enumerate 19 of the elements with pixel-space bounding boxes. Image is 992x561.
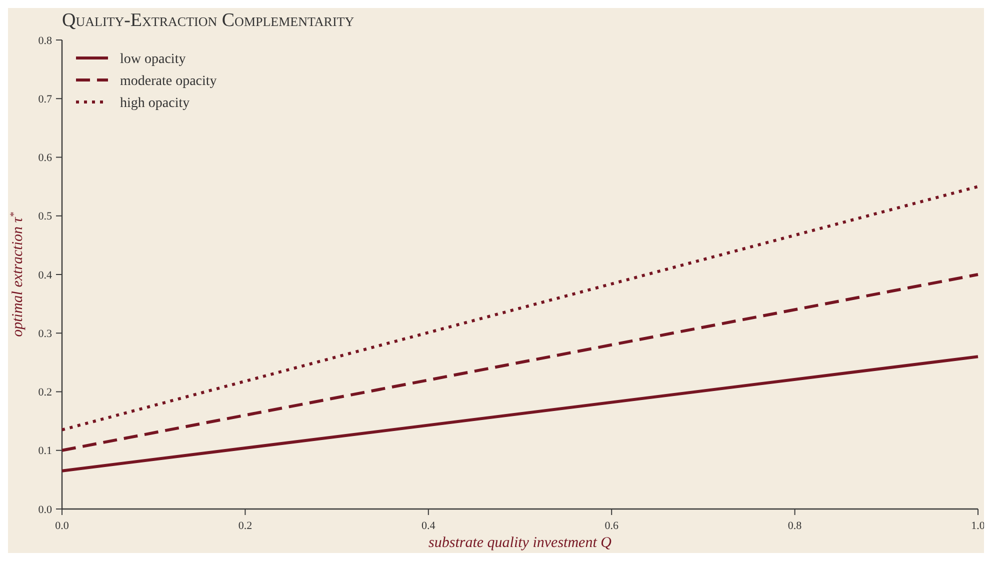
- y-tick-label: 0.0: [38, 504, 52, 516]
- y-tick-label: 0.7: [38, 93, 52, 106]
- x-tick-label: 0.2: [238, 520, 252, 532]
- chart-title: Quality-Extraction Complementarity: [62, 10, 355, 31]
- y-tick-label: 0.4: [38, 269, 52, 282]
- y-tick-label: 0.8: [38, 34, 52, 47]
- legend-label: high opacity: [120, 96, 190, 111]
- x-tick-label: 0.0: [55, 520, 70, 532]
- x-tick-label: 0.8: [788, 520, 802, 532]
- legend-label: moderate opacity: [120, 74, 217, 89]
- y-tick-label: 0.1: [38, 445, 52, 458]
- y-tick-label: 0.5: [38, 210, 52, 223]
- x-tick-label: 0.4: [422, 520, 436, 532]
- x-axis-title: substrate quality investment Q: [428, 535, 612, 551]
- y-tick-label: 0.3: [38, 328, 52, 340]
- y-tick-label: 0.6: [38, 152, 52, 164]
- y-tick-label: 0.2: [38, 386, 52, 399]
- legend-label: low opacity: [120, 52, 186, 67]
- x-tick-label: 0.6: [604, 520, 619, 532]
